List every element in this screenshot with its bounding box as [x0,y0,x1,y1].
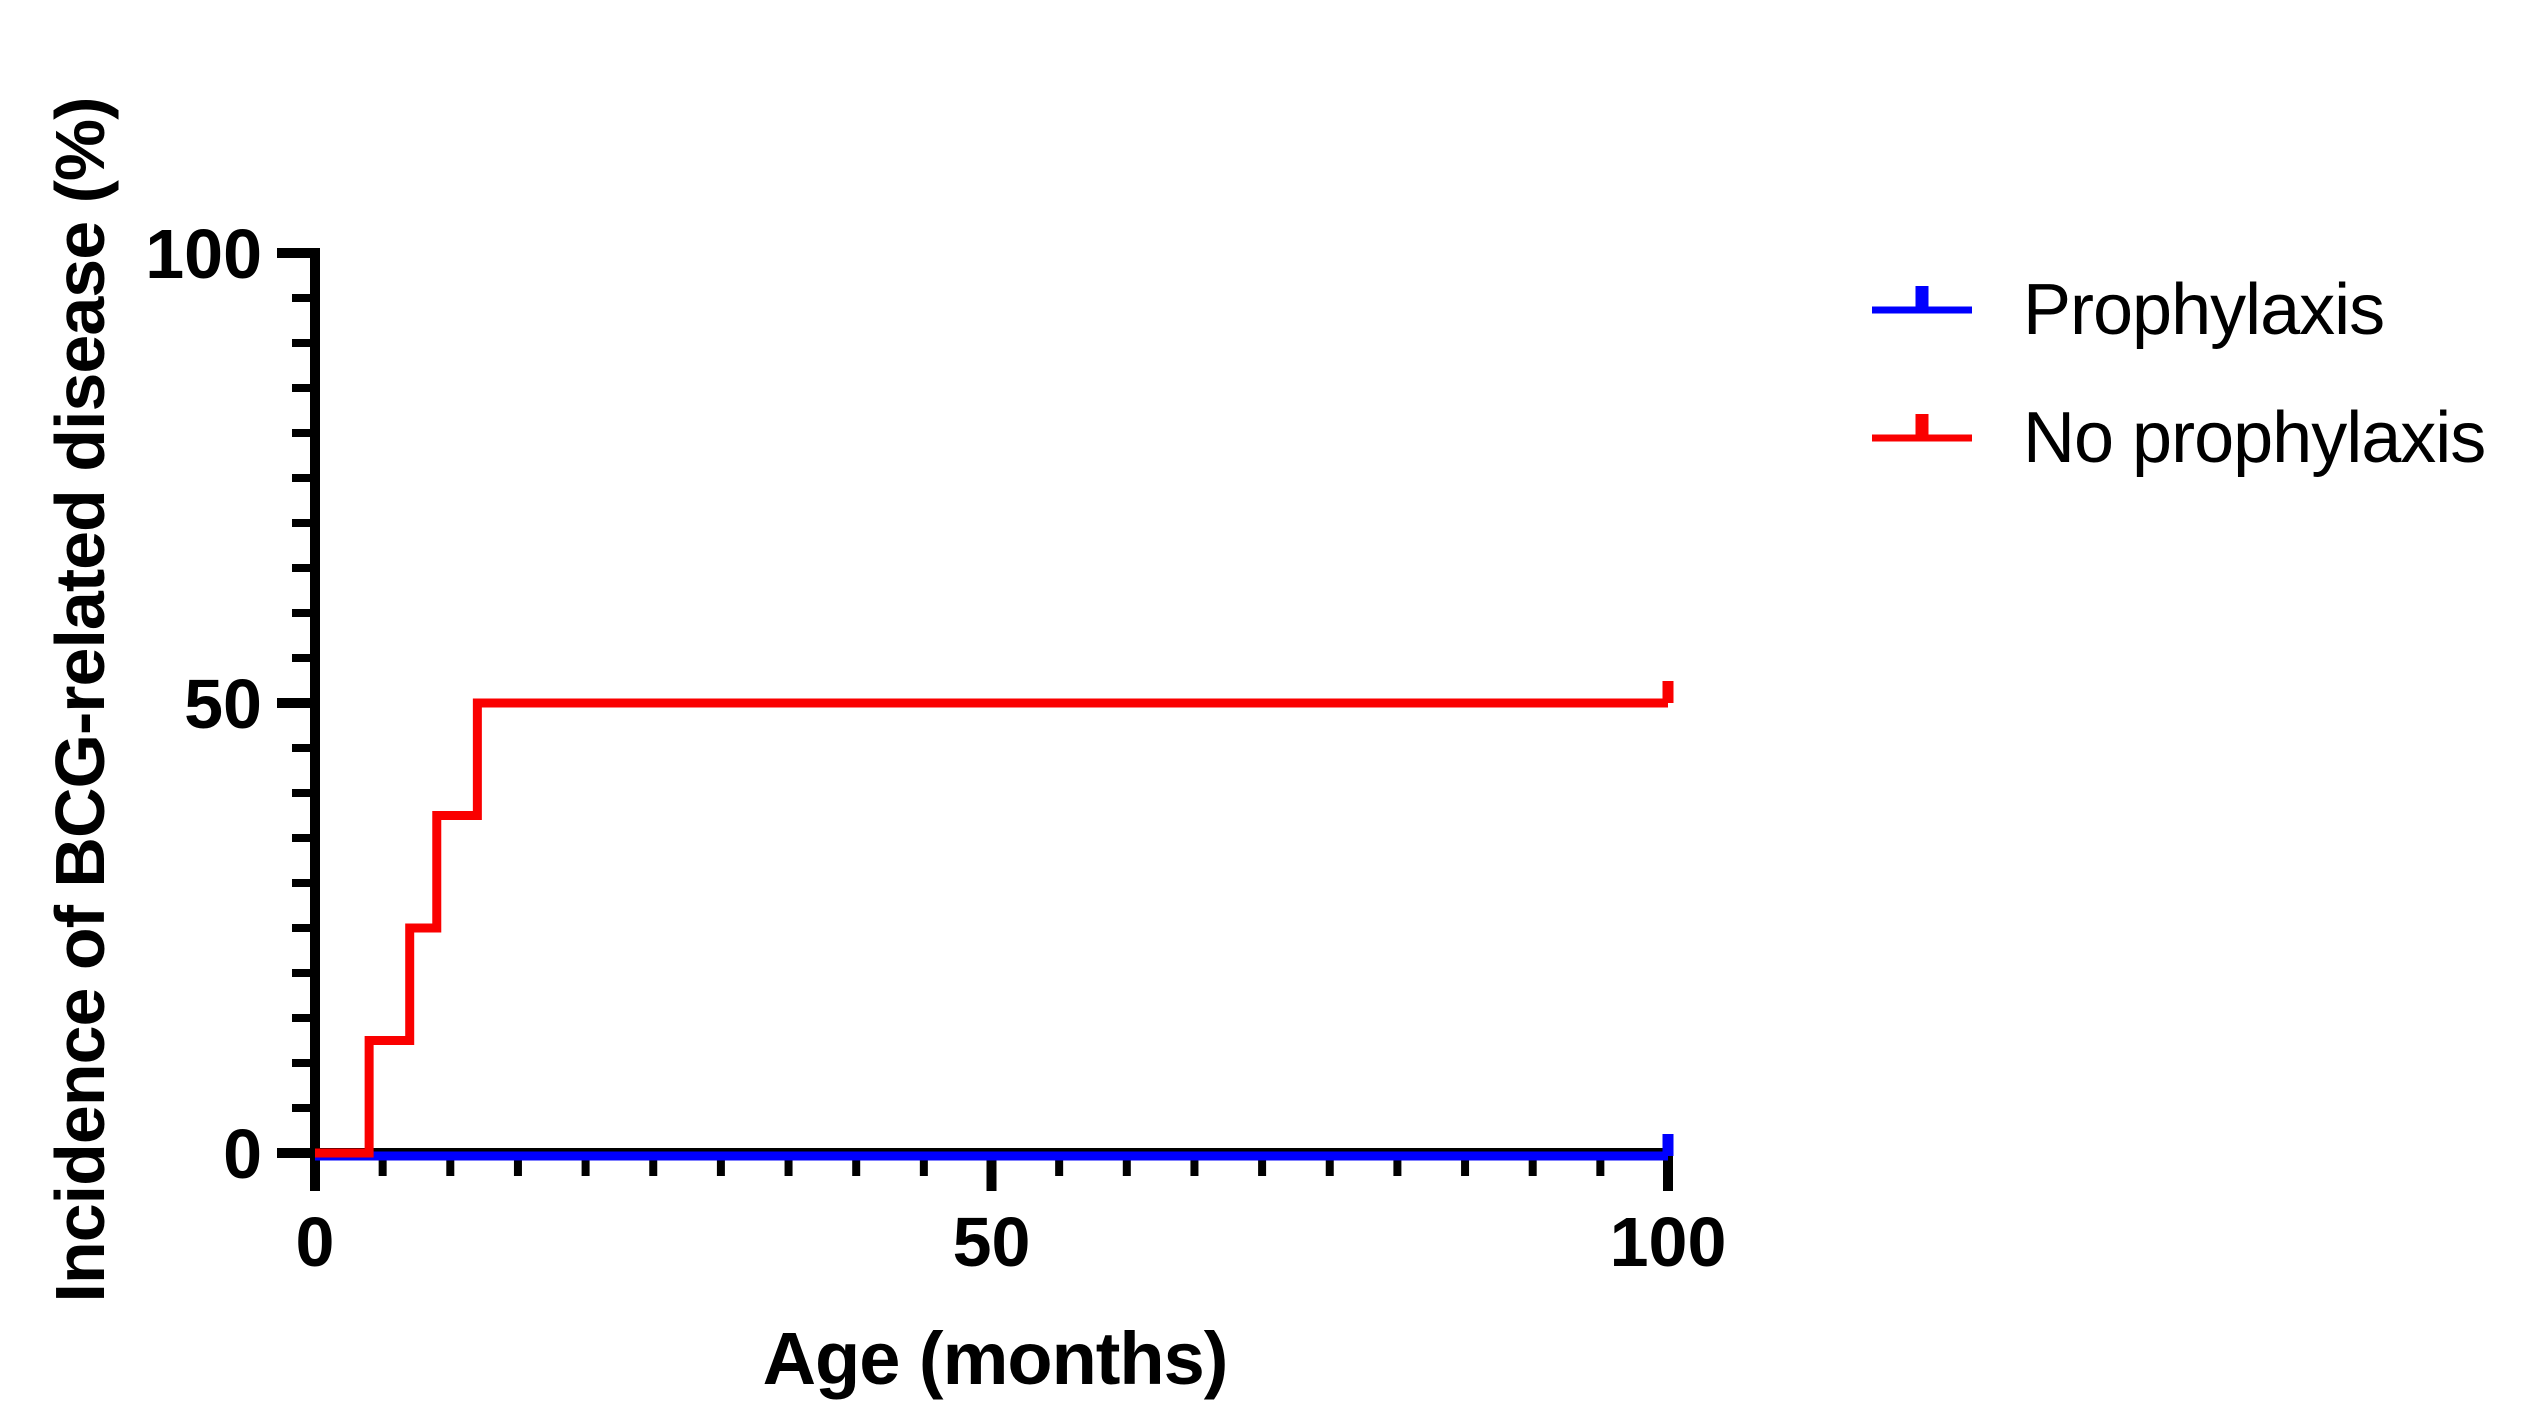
x-tick-label: 50 [953,1203,1031,1281]
y-tick-label: 50 [184,665,262,743]
x-tick-label: 0 [296,1203,335,1281]
series-curve-no-prophylaxis [315,698,1668,1158]
x-tick-label: 100 [1610,1203,1727,1281]
legend-item-prophylaxis: Prophylaxis [1872,246,2485,374]
y-tick-label: 0 [223,1115,262,1193]
y-tick-label: 100 [145,215,262,293]
x-axis-title: Age (months) [762,1317,1229,1400]
legend-item-no-prophylaxis: No prophylaxis [1872,374,2486,502]
prophylaxis-line-symbol [1872,286,1972,314]
legend-label-no-prophylaxis: No prophylaxis [2023,398,2486,478]
legend: Prophylaxis No prophylaxis [1872,246,2486,502]
no-prophylaxis-line-symbol [1872,414,1972,442]
legend-label-prophylaxis: Prophylaxis [2023,270,2385,350]
y-axis-title: Incidence of BCG-related disease (%) [41,97,119,1303]
